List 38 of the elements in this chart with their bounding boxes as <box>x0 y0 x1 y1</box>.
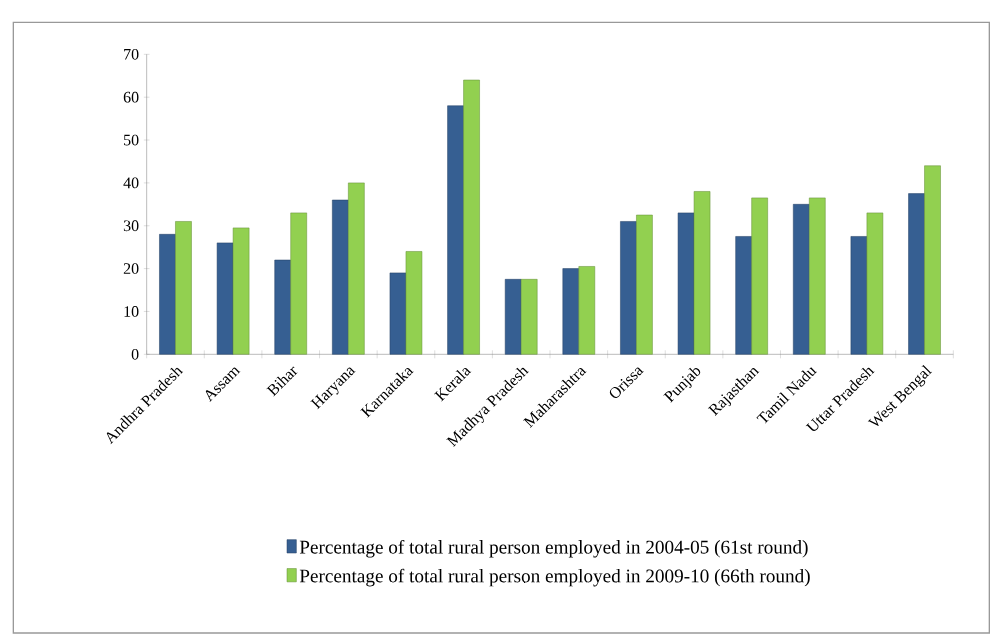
bar <box>389 272 407 355</box>
bar <box>924 165 941 355</box>
bar <box>578 266 596 355</box>
bar <box>809 197 826 355</box>
bar <box>504 279 522 355</box>
bar <box>216 242 234 355</box>
y-tick-label: 70 <box>124 48 139 60</box>
bar <box>693 191 711 355</box>
bar <box>636 214 653 355</box>
y-tick-label: 0 <box>131 348 139 360</box>
bar <box>562 268 580 355</box>
y-tick-label: 10 <box>124 306 139 317</box>
y-tick-label: 50 <box>124 134 139 146</box>
bar <box>274 259 291 355</box>
bar <box>677 212 695 355</box>
bar <box>751 197 768 355</box>
y-tick-label: 20 <box>123 263 139 274</box>
bar <box>447 105 464 355</box>
bar <box>520 279 538 355</box>
legend-label: Percentage of total rural person employed in 2009-10 (66th round) <box>299 568 810 587</box>
bar <box>405 251 423 355</box>
bar <box>232 227 250 355</box>
bar <box>850 236 868 355</box>
bar <box>175 221 192 355</box>
bar <box>793 204 810 355</box>
bar <box>866 212 884 355</box>
bar <box>348 182 365 355</box>
bar <box>290 212 307 355</box>
bar <box>620 221 637 355</box>
legend-label: Percentage of total rural person employed in 2004-05 (61st round) <box>299 539 808 558</box>
bar <box>332 199 349 355</box>
bar <box>908 193 925 355</box>
y-tick-label: 30 <box>123 220 139 232</box>
y-tick-label: 40 <box>123 177 139 189</box>
bar <box>735 236 752 355</box>
bar <box>159 234 176 355</box>
bar <box>463 79 480 355</box>
y-tick-label: 60 <box>123 91 139 103</box>
